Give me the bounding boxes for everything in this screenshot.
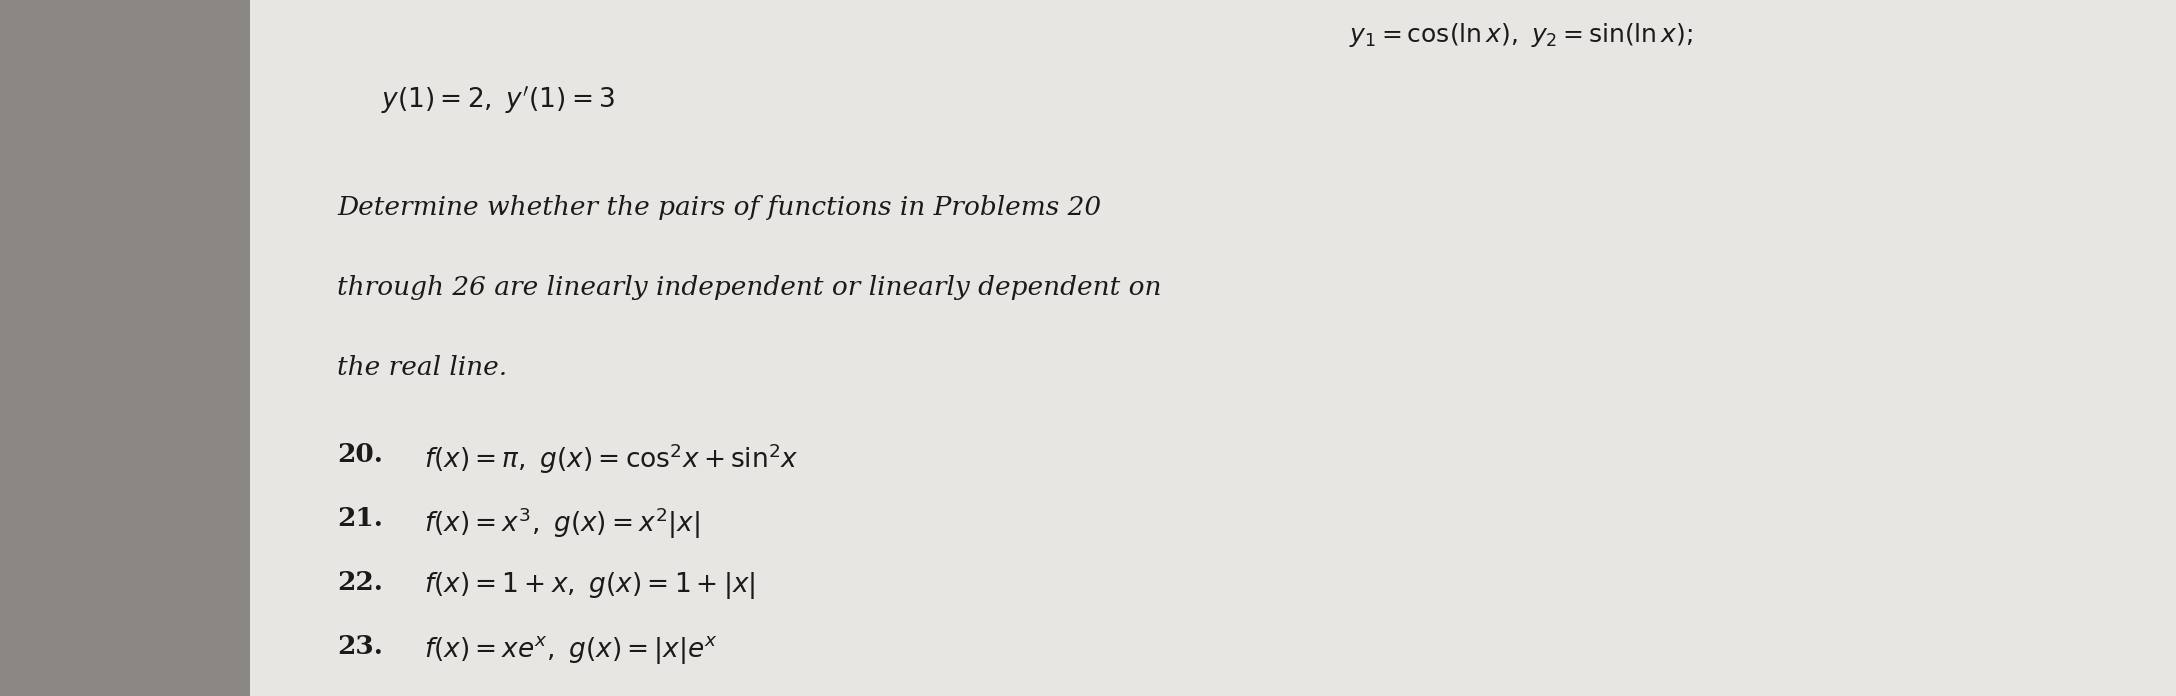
Text: through 26 are linearly independent or linearly dependent on: through 26 are linearly independent or l… [337,275,1162,300]
FancyBboxPatch shape [250,0,2176,696]
Text: $y_1 = \cos(\ln x),\ y_2 = \sin(\ln x);$: $y_1 = \cos(\ln x),\ y_2 = \sin(\ln x);$ [1349,21,1693,49]
Text: Determine whether the pairs of functions in Problems 20: Determine whether the pairs of functions… [337,195,1101,220]
Text: 20.: 20. [337,442,383,467]
Text: 21.: 21. [337,506,383,531]
Text: 23.: 23. [337,634,383,659]
Text: $f(x) = \pi,\ g(x) = \cos^2\! x + \sin^2\! x$: $f(x) = \pi,\ g(x) = \cos^2\! x + \sin^2… [424,442,799,477]
Text: the real line.: the real line. [337,355,507,380]
Text: $f(x) = xe^x,\ g(x) = |x|e^x$: $f(x) = xe^x,\ g(x) = |x|e^x$ [424,634,718,666]
Text: $y(1) = 2,\ y'(1) = 3$: $y(1) = 2,\ y'(1) = 3$ [381,84,614,116]
Text: $f(x) = x^3,\ g(x) = x^2|x|$: $f(x) = x^3,\ g(x) = x^2|x|$ [424,506,701,541]
Text: 22.: 22. [337,570,383,595]
Text: $f(x) = 1 + x,\ g(x) = 1 + |x|$: $f(x) = 1 + x,\ g(x) = 1 + |x|$ [424,570,755,601]
